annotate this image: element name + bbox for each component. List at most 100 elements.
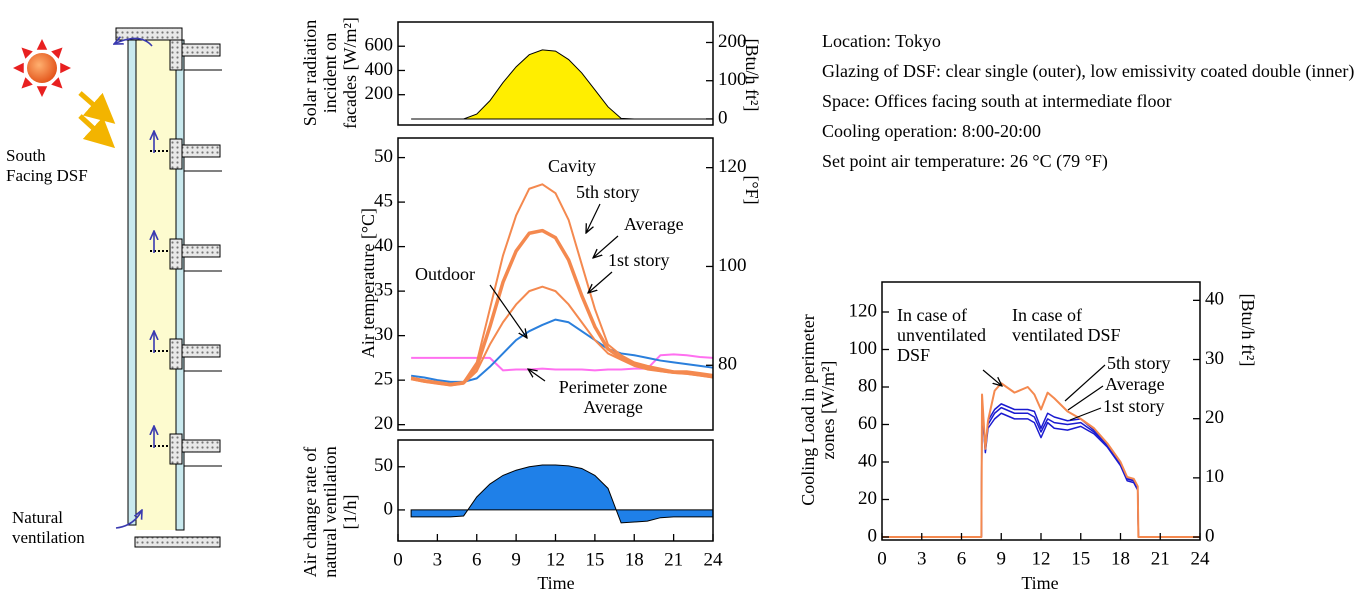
x-tick-label: 0 <box>393 549 403 570</box>
plot-frame <box>397 21 714 126</box>
y2-tick-label: 0 <box>1205 525 1215 546</box>
cavity <box>136 40 176 530</box>
outer-glass <box>127 39 137 526</box>
y-tick-label: 20 <box>374 413 393 434</box>
x-tick-label: 12 <box>546 549 565 570</box>
annotation: In case of ventilated DSF <box>1012 305 1121 345</box>
beam <box>169 138 183 170</box>
sun-rays <box>13 39 71 97</box>
series-label: 1st story <box>1103 396 1165 416</box>
sun-ray <box>13 62 24 74</box>
y2-tick-label: 30 <box>1205 348 1224 369</box>
leader-line <box>1067 385 1104 411</box>
annotation-arrow <box>489 284 527 338</box>
y2-tick-label: 20 <box>1205 407 1224 428</box>
area <box>410 464 714 524</box>
y-tick-label: 40 <box>374 235 393 256</box>
sun-ray <box>60 62 71 74</box>
air-in-arrow <box>115 510 142 529</box>
diagram-label: Natural ventilation <box>12 508 85 547</box>
note: Cooling operation: 8:00-20:00 <box>822 121 1041 141</box>
sun-ray <box>51 47 63 59</box>
slab <box>181 244 221 258</box>
line <box>411 353 714 372</box>
y2-tick-label: 120 <box>718 156 747 177</box>
x-tick-label: 21 <box>1151 548 1170 569</box>
dsf-diagram <box>13 27 222 548</box>
sun-ray <box>36 39 48 50</box>
x-tick-label: 12 <box>1032 548 1051 569</box>
y-axis-label: Air temperature [°C] <box>358 207 378 359</box>
line <box>882 382 1200 538</box>
x-tick-label: 0 <box>877 548 887 569</box>
annotation: Cavity <box>548 156 596 176</box>
sun <box>27 53 57 83</box>
beam <box>169 238 183 270</box>
slab <box>181 439 221 453</box>
x-axis-label: Time <box>1021 573 1059 593</box>
x-tick-label: 9 <box>997 548 1007 569</box>
sun-ray <box>36 86 48 97</box>
x-tick-label: 24 <box>1191 548 1211 569</box>
note: Location: Tokyo <box>822 31 941 51</box>
annotation-arrow <box>586 203 601 233</box>
y2-tick-label: 0 <box>718 107 728 128</box>
x-tick-label: 3 <box>917 548 927 569</box>
y-tick-label: 120 <box>849 300 878 321</box>
y2-axis-label: [Btu/h ft²] <box>1238 293 1258 367</box>
leader-line <box>1069 407 1102 421</box>
sun-arrow <box>78 114 116 149</box>
floors <box>150 69 222 467</box>
x-tick-label: 6 <box>957 548 967 569</box>
line <box>882 405 1200 538</box>
x-tick-label: 24 <box>704 549 724 570</box>
series-label: 1st story <box>608 250 670 270</box>
line <box>882 403 1200 538</box>
series-label: 5th story <box>1107 353 1171 373</box>
sun-ray <box>21 47 33 59</box>
line <box>410 183 714 385</box>
sun-ray <box>21 77 33 89</box>
y-axis-label: Solar radiation incident on facades [W/m… <box>300 17 360 129</box>
y-tick-label: 50 <box>374 455 393 476</box>
y2-axis-label: [°F] <box>742 175 762 205</box>
x-tick-label: 21 <box>664 549 683 570</box>
y-tick-label: 25 <box>374 369 393 390</box>
ground-slab <box>134 536 221 548</box>
roof-slab <box>115 27 183 41</box>
y-axis-label: Air change rate of natural ventilation [… <box>300 446 360 578</box>
sun-ray <box>51 77 63 89</box>
x-tick-label: 18 <box>625 549 644 570</box>
slab <box>181 344 221 358</box>
y-tick-label: 400 <box>365 59 394 80</box>
series-label: Perimeter zone Average <box>558 377 668 417</box>
air-out-arrow <box>114 38 153 47</box>
y-tick-label: 45 <box>374 190 393 211</box>
x-tick-label: 6 <box>472 549 482 570</box>
x-tick-label: 15 <box>585 549 604 570</box>
y-tick-label: 100 <box>849 338 878 359</box>
series-label: 5th story <box>576 182 640 202</box>
note: Glazing of DSF: clear single (outer), lo… <box>822 61 1355 81</box>
notes: Location: Tokyo Glazing of DSF: clear si… <box>822 30 1364 180</box>
y2-tick-label: 40 <box>1205 289 1224 310</box>
annotation-arrow <box>588 271 613 293</box>
y2-tick-label: 80 <box>718 354 737 375</box>
y-tick-label: 0 <box>868 525 878 546</box>
y-tick-label: 30 <box>374 324 393 345</box>
series-label: Average <box>1105 374 1165 394</box>
y2-tick-label: 100 <box>718 255 747 276</box>
note: Set point air temperature: 26 °C (79 °F) <box>822 151 1108 171</box>
slab <box>181 144 221 158</box>
series-label: Outdoor <box>415 264 475 284</box>
sun-arrow <box>78 91 116 124</box>
y-tick-label: 0 <box>384 498 394 519</box>
annotation-arrow <box>528 369 546 382</box>
x-tick-label: 18 <box>1111 548 1130 569</box>
y-tick-label: 35 <box>374 279 393 300</box>
y-axis-label: Cooling Load in perimeter zones [W/m²] <box>798 314 838 506</box>
slab <box>181 43 221 57</box>
beam <box>169 338 183 370</box>
y-tick-label: 40 <box>858 450 877 471</box>
